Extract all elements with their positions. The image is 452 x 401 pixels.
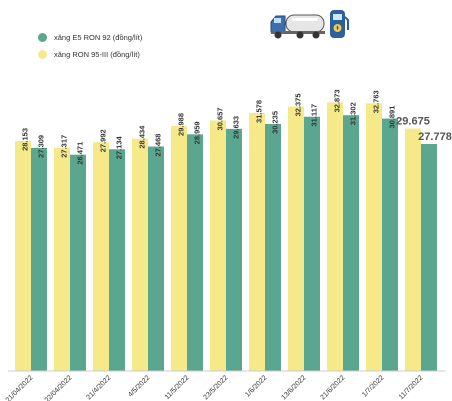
- bar-e5: [109, 149, 125, 371]
- legend-item-ron95: xăng RON 95-III (đồng/lít): [38, 50, 140, 59]
- legend-swatch-e5: [38, 33, 47, 42]
- data-label-e5: 28.959: [192, 121, 201, 144]
- bar-ron95: [171, 125, 187, 371]
- x-tick-label: 22/04/2022: [44, 374, 74, 401]
- data-label-ron95: 31.578: [254, 100, 263, 123]
- legend-item-e5: xăng E5 RON 92 (đồng/lít): [38, 33, 142, 42]
- bar-e5: [187, 134, 203, 371]
- bar-e5: [421, 144, 437, 371]
- bar-e5: [265, 123, 281, 371]
- bar-ron95: [15, 140, 31, 371]
- data-label-ron95: 32.873: [332, 89, 341, 112]
- legend-swatch-ron95: [38, 50, 47, 59]
- header-icons: [268, 8, 350, 40]
- x-tick-label: 13/6/2022: [280, 374, 307, 401]
- data-label-ron95: 29.675: [396, 116, 430, 128]
- x-tick-label: 21/4/2022: [85, 374, 112, 401]
- bar-e5: [343, 115, 359, 371]
- data-label-ron95: 30.657: [215, 108, 224, 131]
- data-label-e5: 27.309: [36, 135, 45, 158]
- data-label-e5: 27.468: [153, 134, 162, 157]
- bar-ron95: [288, 106, 304, 371]
- x-tick-label: 23/5/2022: [202, 374, 229, 401]
- fuel-pump-icon: [330, 10, 349, 38]
- bar-e5: [70, 154, 86, 371]
- fuel-truck-icon: [270, 14, 325, 39]
- data-label-e5: 27.778: [418, 131, 452, 143]
- bar-e5: [304, 116, 320, 371]
- x-tick-label: 21/04/2022: [5, 374, 35, 401]
- data-label-e5: 30.235: [270, 111, 279, 134]
- bar-ron95: [327, 102, 343, 372]
- data-label-ron95: 32.763: [371, 90, 380, 113]
- data-label-ron95: 28.434: [137, 125, 146, 149]
- legend-label-e5: xăng E5 RON 92 (đồng/lít): [54, 33, 143, 42]
- data-label-ron95: 32.375: [293, 93, 302, 116]
- bar-e5: [31, 147, 47, 371]
- bar-ron95: [93, 142, 109, 371]
- data-label-e5: 31.117: [309, 104, 318, 127]
- data-label-ron95: 27.992: [98, 129, 107, 152]
- bar-ron95: [249, 112, 265, 371]
- x-tick-label: 1/7/2022: [361, 374, 385, 398]
- x-tick-label: 1/6/2022: [244, 374, 268, 398]
- bar-ron95: [54, 147, 70, 371]
- bar-ron95: [210, 120, 226, 371]
- data-label-e5: 29.633: [231, 116, 240, 139]
- x-tick-label: 4/5/2022: [127, 374, 151, 398]
- x-tick-label: 11/5/2022: [164, 374, 191, 401]
- bar-ron95: [132, 138, 148, 371]
- data-label-e5: 30.891: [387, 106, 396, 129]
- bar-ron95: [405, 128, 421, 371]
- bar-e5: [226, 128, 242, 371]
- data-label-ron95: 27.317: [59, 135, 68, 158]
- data-label-e5: 27.134: [114, 135, 123, 159]
- bar-e5: [148, 146, 164, 371]
- x-tick-label: 11/7/2022: [398, 374, 425, 401]
- data-label-ron95: 28.153: [20, 128, 29, 151]
- data-label-e5: 26.471: [75, 142, 84, 165]
- bar-ron95: [366, 103, 382, 372]
- data-label-ron95: 29.988: [176, 113, 185, 136]
- bar-e5: [382, 118, 398, 371]
- data-label-e5: 31.302: [348, 102, 357, 125]
- legend-label-ron95: xăng RON 95-III (đồng/lít): [54, 50, 140, 59]
- x-tick-label: 21/6/2022: [319, 374, 346, 401]
